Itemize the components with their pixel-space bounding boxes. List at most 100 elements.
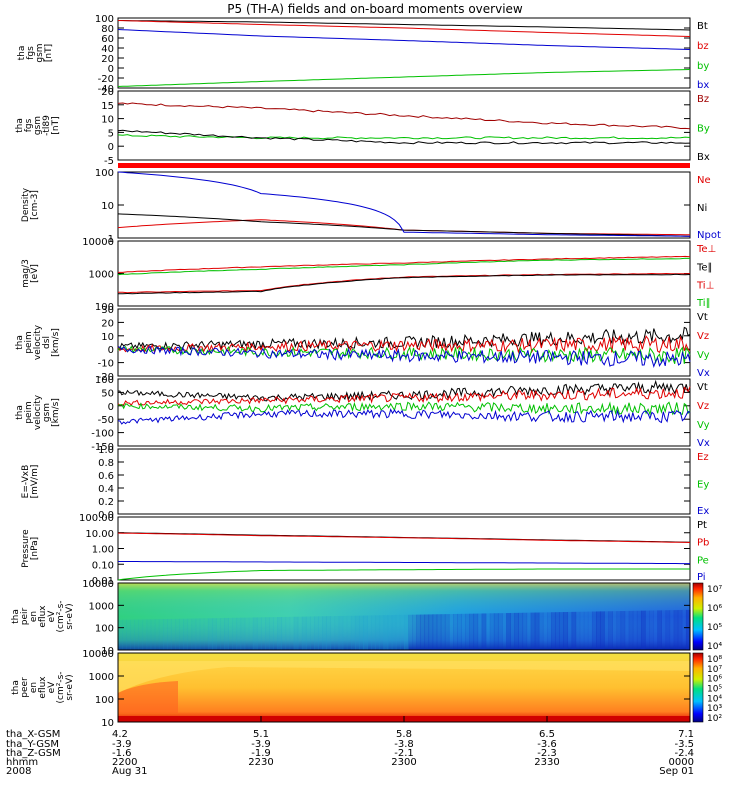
colorbar-label: 10⁴ [707, 694, 722, 704]
x-tick-label: Sep 01 [659, 766, 694, 777]
y-axis-label: tha [17, 46, 27, 61]
x-tick-label: Aug 31 [112, 766, 147, 777]
legend-entry: Ti⊥ [696, 281, 714, 292]
y-tick-label: 10 [101, 332, 114, 343]
y-tick-label: 1000 [89, 601, 114, 612]
legend-entry: Ey [697, 480, 709, 491]
y-tick-label: 15 [101, 101, 114, 112]
spectrogram-peir-column [150, 619, 156, 650]
spectrogram-peir-column [616, 611, 622, 650]
y-axis-label: sr-eV) [65, 603, 75, 629]
series-Npot [117, 171, 690, 237]
y-axis-label: eflux [38, 676, 48, 699]
spectrogram-peir-column [285, 616, 291, 650]
spectrogram-peir-column [628, 610, 634, 650]
spectrogram-peir-column [620, 611, 626, 650]
x-row-label: tha_Z-GSM [6, 748, 61, 759]
spectrogram-peir-column [318, 616, 323, 650]
spectrogram-peer-hot [118, 681, 178, 713]
spectrogram-peir-column [346, 615, 352, 650]
spectrogram-peir-column [424, 614, 430, 650]
y-tick-label: 0.10 [92, 560, 114, 571]
y-tick-label: 20 [101, 54, 114, 65]
spectrogram-peir-column [126, 619, 131, 650]
x-tick-label: 0000 [669, 757, 694, 768]
x-tick-label: 2230 [248, 757, 273, 768]
spectrogram-peir-column [154, 619, 160, 650]
x-tick-label: -1.6 [112, 748, 132, 759]
spectrogram-peir-column [326, 616, 332, 650]
spectrogram-peir-column [600, 611, 605, 650]
y-axis-label: fgs [24, 118, 34, 132]
legend-entry: Pt [697, 520, 707, 531]
colorbar-label: 10⁶ [707, 604, 722, 614]
spectrogram-peir-column [342, 615, 348, 650]
spectrogram-peir-column [506, 613, 511, 650]
spectrogram-peir-column [493, 613, 499, 650]
spectrogram-peir-column [538, 612, 544, 650]
spectrogram-peir-column [645, 610, 650, 650]
y-axis-label: peer [20, 677, 30, 698]
spectrogram-peir-column [305, 616, 311, 650]
legend-entry: Ti∥ [696, 298, 711, 309]
spectrogram-peir-column [412, 614, 417, 650]
series-Ti⊥ [118, 255, 691, 273]
y-axis-label: fgs [26, 46, 36, 60]
panel-frame [117, 308, 691, 377]
spectrogram-peir-column [334, 616, 340, 650]
y-tick-label: -20 [98, 74, 114, 85]
y-tick-label: 1.0 [98, 445, 114, 456]
y-axis-label: tha [15, 118, 25, 133]
spectrogram-peer-band [118, 661, 690, 693]
y-tick-label: 100 [95, 624, 114, 635]
x-tick-label: -3.9 [251, 739, 271, 750]
spectrogram-peir-column [465, 613, 470, 650]
legend-entry: bx [697, 80, 709, 91]
spectrogram-peir-column [481, 613, 487, 650]
plot-title: P5 (TH-A) fields and on-board moments ov… [227, 2, 523, 16]
y-tick-label: 10000 [82, 579, 114, 590]
spectrogram-peir-column [436, 614, 442, 650]
y-tick-label: 5 [108, 128, 114, 139]
series-Ni [117, 213, 691, 237]
y-tick-label: -40 [98, 84, 114, 95]
spectrogram-peir-column [420, 614, 426, 650]
y-tick-label: 10 [101, 115, 114, 126]
panel-frame [117, 240, 691, 307]
series-bx [117, 29, 691, 50]
y-tick-label: 0 [108, 64, 114, 75]
y-axis-label: peim [24, 401, 34, 424]
spectrogram-peir-column [261, 617, 266, 650]
series-Vy [117, 401, 691, 417]
spectrogram-peir-column [224, 617, 229, 650]
spectrogram-peir-column [167, 618, 172, 650]
spectrogram-peir-column [281, 616, 287, 650]
y-axis-label: tha [15, 405, 25, 420]
y-axis-label: Pressure [21, 529, 31, 568]
spectrogram-peir-column [314, 616, 319, 650]
spectrogram-peir-column [522, 612, 528, 650]
colorbar-label: 10³ [707, 704, 722, 714]
x-tick-label: -2.1 [394, 748, 414, 759]
legend-entry: Vy [697, 420, 710, 431]
spectrogram-peir-column [661, 610, 667, 650]
panel-frame [117, 516, 691, 581]
x-tick-label: -3.5 [674, 739, 694, 750]
spectrogram-peir-column [130, 619, 135, 650]
y-tick-label: 0 [108, 345, 114, 356]
spectrogram-peir-column [265, 617, 270, 650]
spectrogram-peir-column [379, 615, 385, 650]
x-row-label: tha_X-GSM [6, 729, 60, 740]
spectrogram-peir-column [248, 617, 254, 650]
spectrogram-peir-column [211, 618, 217, 650]
spectrogram-peir-column [432, 614, 438, 650]
spectrogram-peir-column [138, 619, 144, 650]
x-row-label: tha_Y-GSM [6, 739, 59, 750]
spectrogram-peir-column [653, 610, 658, 650]
spectrogram-peir-column [416, 614, 421, 650]
spectrogram-peir-column [404, 614, 409, 650]
y-axis-label: E=-VxB [21, 465, 31, 499]
spectrogram-peir-column [596, 611, 601, 650]
y-tick-label: -150 [91, 442, 114, 453]
